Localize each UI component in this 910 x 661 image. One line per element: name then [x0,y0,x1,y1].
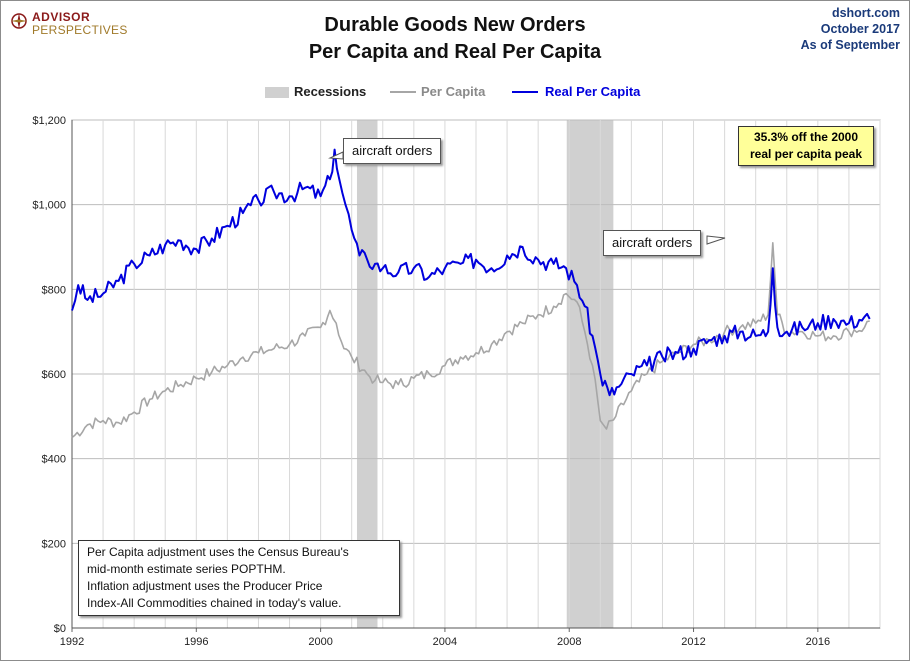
aircraft-callout-2000: aircraft orders [343,138,442,164]
y-tick-label: $600 [42,369,66,381]
series-per-capita-line [71,242,870,439]
x-tick-label: 2008 [557,636,581,648]
logo-text-bottom: PERSPECTIVES [32,23,128,37]
note-line-4: Index-All Commodities chained in today's… [87,596,342,610]
aircraft-callout-2014: aircraft orders [603,230,702,256]
y-tick-label: $400 [42,454,66,466]
legend-real-per-capita-swatch [512,91,538,93]
y-tick-label: $1,200 [32,115,66,127]
peak-annotation-line1: 35.3% off the 2000 [753,130,859,144]
note-line-3: Inflation adjustment uses the Producer P… [87,579,323,593]
x-tick-label: 2004 [433,636,457,648]
y-tick-label: $1,000 [32,200,66,212]
advisor-perspectives-logo: ADVISOR PERSPECTIVES [10,10,140,38]
note-line-2: mid-month estimate series POPTHM. [87,562,286,576]
x-tick-label: 2000 [308,636,332,648]
x-tick-label: 2016 [806,636,830,648]
peak-annotation-line2: real per capita peak [749,147,863,161]
logo-text-top: ADVISOR [32,10,91,24]
series-real-per-capita-line [71,148,871,397]
chart-subtitle: Per Capita and Real Per Capita [308,41,602,63]
chart-legend: Recessions Per Capita Real Per Capita [0,84,910,100]
note-line-1: Per Capita adjustment uses the Census Bu… [87,545,349,559]
y-tick-label: $0 [54,623,66,635]
compass-icon [11,13,27,29]
source-asof: As of September [800,38,900,52]
legend-per-capita: Per Capita [421,84,486,99]
source-date: October 2017 [820,22,900,36]
x-tick-label: 1996 [184,636,208,648]
y-tick-label: $200 [42,538,66,550]
legend-recessions: Recessions [294,84,367,99]
peak-annotation-box: 35.3% off the 2000 real per capita peak [738,126,874,166]
legend-per-capita-swatch [390,91,416,93]
methodology-note: Per Capita adjustment uses the Census Bu… [78,540,400,616]
legend-real-per-capita: Real Per Capita [545,84,641,99]
source-site: dshort.com [831,6,900,20]
chart-title: Durable Goods New Orders [324,14,586,36]
legend-recession-swatch [265,87,289,98]
aircraft-callout-2000-text: aircraft orders [352,143,433,158]
source-block: dshort.com October 2017 As of September [801,5,900,53]
x-tick-label: 2012 [681,636,705,648]
x-tick-label: 1992 [60,636,84,648]
aircraft-callout-2014-text: aircraft orders [612,235,693,250]
aircraft-callout-2014-pointer [706,235,726,245]
y-tick-label: $800 [42,284,66,296]
